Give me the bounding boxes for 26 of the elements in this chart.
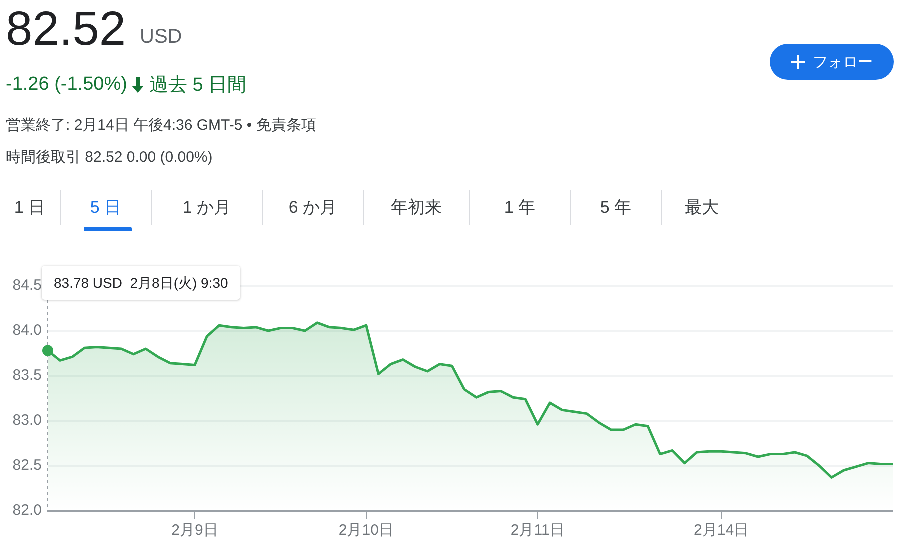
text: 6 か月 bbox=[262, 190, 363, 225]
text: 過去 5 日間 bbox=[149, 74, 247, 98]
text: 年初来 bbox=[363, 190, 469, 225]
y-tick-label: 82.0 bbox=[12, 502, 42, 520]
x-tick-label: 2月10日 bbox=[338, 522, 394, 540]
y-tick-label: 83.0 bbox=[12, 412, 42, 430]
text: 5 日 bbox=[60, 190, 151, 225]
y-tick-label: 84.5 bbox=[12, 277, 42, 294]
y-tick-label: 83.5 bbox=[12, 367, 42, 384]
text: 5 年 bbox=[570, 190, 661, 225]
x-tick-label: 2月14日 bbox=[694, 522, 750, 540]
text: 時間後取引 82.52 0.00 (0.00%) bbox=[6, 148, 213, 167]
chart-subtitle: USD bbox=[140, 26, 182, 49]
text: 1 日 bbox=[13, 197, 47, 219]
text: -1.26 (-1.50%) bbox=[6, 74, 128, 96]
text: 営業終了: 2月14日 午後4:36 GMT-5 • 免責条項 bbox=[6, 116, 316, 135]
chart-title: 82.52 bbox=[6, 2, 126, 57]
text: 1 年 bbox=[469, 190, 570, 225]
annotation: 83.78 USD 2月8日(火) 9:30 bbox=[54, 274, 229, 291]
y-tick-label: 84.0 bbox=[12, 322, 42, 340]
y-tick-label: 82.5 bbox=[12, 457, 42, 474]
text: フォロー bbox=[813, 52, 873, 72]
x-tick-label: 2月9日 bbox=[172, 522, 218, 540]
text: 1 か月 bbox=[151, 190, 262, 225]
text: 最大 bbox=[661, 190, 742, 225]
x-tick-label: 2月11日 bbox=[510, 522, 565, 540]
